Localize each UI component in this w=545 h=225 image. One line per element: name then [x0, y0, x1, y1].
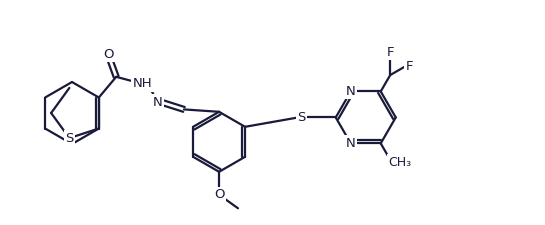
Text: F: F — [405, 60, 413, 73]
Text: CH₃: CH₃ — [388, 156, 411, 169]
Text: O: O — [104, 48, 114, 61]
Text: F: F — [386, 46, 394, 59]
Text: N: N — [153, 96, 163, 109]
Text: N: N — [346, 137, 356, 150]
Text: NH: NH — [132, 77, 152, 90]
Text: N: N — [346, 85, 356, 98]
Text: S: S — [297, 111, 305, 124]
Text: O: O — [214, 188, 225, 201]
Text: S: S — [65, 132, 74, 145]
